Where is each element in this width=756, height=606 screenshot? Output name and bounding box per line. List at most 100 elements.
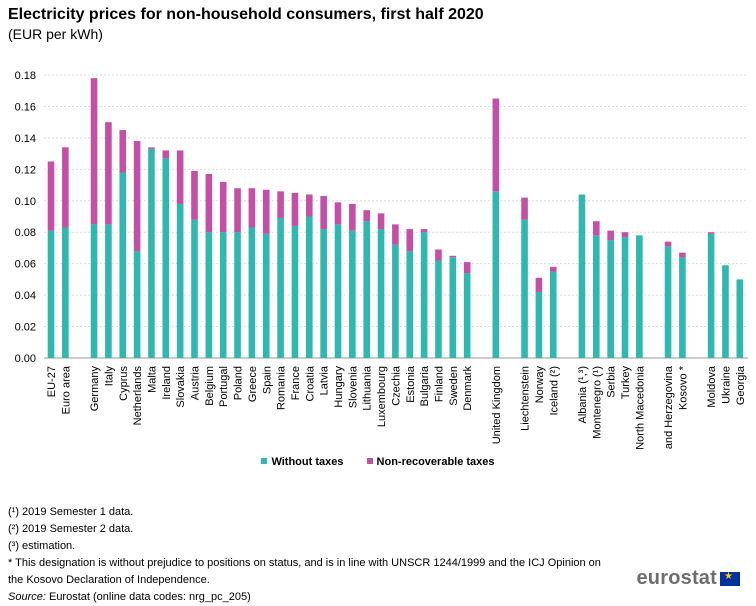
x-tick-label-3: Italy [103,366,115,387]
bar-without-taxes-29 [492,191,500,358]
bar-non-recoverable-23 [392,224,399,245]
eu-flag-icon: ★ [720,571,740,586]
bar-non-recoverable-0 [47,161,55,231]
chart-subtitle: (EUR per kWh) [8,26,103,42]
bar-non-recoverable-25 [420,229,428,233]
x-tick-label-2: Germany [89,366,101,412]
bar-without-taxes-36 [621,236,629,358]
x-tick-label-15: Romania [276,365,288,410]
bar-non-recoverable-18 [320,196,327,230]
bar-without-taxes-28 [463,273,471,358]
x-tick-label-39: Kosovo * [677,365,689,410]
x-tick-label-19: Hungary [333,366,345,408]
bar-without-taxes-0 [47,230,55,358]
x-tick-label-32: Iceland (²) [548,366,560,416]
footnote-2: (²) 2019 Semester 2 data. [8,523,134,535]
x-tick-label-18: Latvia [319,365,331,395]
y-tick-label-4: 0.08 [15,227,36,239]
y-tick-label-6: 0.12 [15,164,36,176]
x-tick-label-14: Spain [261,366,273,394]
x-tick-label-35: Serbia [606,365,618,398]
y-tick-label-3: 0.06 [15,259,36,271]
x-tick-label-41: Ukraine [720,366,732,404]
bar-non-recoverable-12 [234,188,241,233]
bar-non-recoverable-40 [707,232,715,234]
x-tick-label-21: Lithuania [362,365,374,411]
bar-without-taxes-15 [277,218,284,358]
bar-without-taxes-11 [219,232,227,358]
x-tick-label-28: Denmark [462,366,474,411]
x-tick-label-5: Netherlands [132,366,144,426]
x-tick-label-34: Montenegro (¹) [591,366,603,439]
legend-item-non-recoverable: Non-recoverable taxes [366,456,495,468]
bar-without-taxes-38 [664,246,672,358]
bar-without-taxes-10 [205,232,213,358]
bar-without-taxes-16 [291,225,299,358]
bar-non-recoverable-38 [664,241,672,247]
bar-non-recoverable-26 [435,249,442,261]
x-tick-label-22: Luxembourg [376,366,388,427]
bar-non-recoverable-7 [162,150,170,159]
bar-non-recoverable-19 [334,202,342,225]
bar-non-recoverable-30 [521,197,528,220]
bar-non-recoverable-32 [549,266,557,272]
bar-non-recoverable-31 [535,277,543,292]
bar-without-taxes-37 [636,235,643,358]
y-tick-label-8: 0.16 [15,101,36,113]
bar-without-taxes-41 [722,265,729,358]
bar-non-recoverable-10 [205,174,213,233]
x-tick-label-6: Malta [146,365,158,393]
footnote-1: (¹) 2019 Semester 1 data. [8,506,134,518]
bar-without-taxes-12 [234,232,241,358]
y-tick-label-7: 0.14 [15,133,36,145]
bar-non-recoverable-34 [593,221,600,236]
bar-non-recoverable-8 [176,150,184,204]
footnote-3: (³) estimation. [8,540,76,552]
x-tick-label-37: North Macedonia [634,365,646,450]
bar-without-taxes-3 [105,224,112,358]
legend-label-without-taxes: Without taxes [271,456,344,468]
source-line: Source: Eurostat (online data codes: nrg… [8,589,608,606]
legend-swatch-non-recoverable [366,458,373,465]
bar-without-taxes-17 [306,216,313,358]
x-tick-label-10: Belgium [204,366,216,406]
bar-non-recoverable-20 [349,203,356,231]
bar-without-taxes-42 [736,279,744,358]
bar-without-taxes-33 [578,194,586,358]
x-tick-label-4: Cyprus [118,366,130,401]
bar-non-recoverable-9 [191,170,198,220]
bar-without-taxes-30 [521,219,528,358]
bar-non-recoverable-3 [105,122,112,225]
bar-chart: 0.00 0.02 0.04 0.06 0.08 0.10 0.12 0.14 0.16 0.18… [15,70,748,452]
source-text: Eurostat (online data codes: nrg_pc_205) [45,591,251,603]
bar-non-recoverable-13 [248,188,256,228]
legend-swatch-without-taxes [261,458,268,465]
bar-without-taxes-35 [607,240,614,358]
x-tick-label-20: Slovenia [347,365,359,408]
bar-non-recoverable-29 [492,98,500,192]
bar-non-recoverable-24 [406,229,414,252]
bar-without-taxes-20 [349,230,356,358]
x-tick-label-25: Bulgaria [419,365,431,406]
x-tick-label-26: Finland [433,366,445,402]
y-tick-label-1: 0.02 [15,322,36,334]
bar-without-taxes-14 [262,233,270,358]
bar-non-recoverable-27 [449,255,457,258]
source-label: Source: [8,591,46,603]
bar-non-recoverable-14 [262,189,270,234]
bar-without-taxes-31 [535,291,543,358]
bar-without-taxes-21 [363,221,370,358]
x-tick-label-24: Estonia [405,365,417,403]
x-tick-label-9: Austria [190,365,202,400]
bar-non-recoverable-17 [306,194,313,217]
legend-label-non-recoverable: Non-recoverable taxes [376,456,495,468]
bar-non-recoverable-39 [679,252,686,258]
x-tick-label-13: Greece [247,366,259,402]
x-tick-label-17: Croatia [304,365,316,401]
bar-without-taxes-27 [449,257,457,358]
x-tick-label-29: United Kingdom [491,366,503,444]
bar-without-taxes-23 [392,244,399,358]
y-tick-label-5: 0.10 [15,196,36,208]
bar-non-recoverable-6 [148,147,155,149]
bar-non-recoverable-22 [377,213,385,230]
